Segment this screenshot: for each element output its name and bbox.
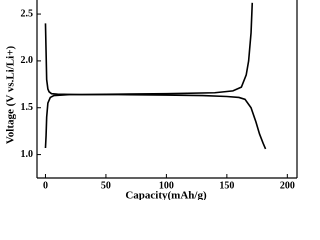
chart: Capacity(mAh/g) Voltage (V vs.Li/Li+) 0 5… [5, 0, 298, 200]
y-tick-label: 2.0 [21, 55, 34, 66]
x-tick-label: 0 [43, 180, 48, 191]
curve [44, 2, 254, 149]
y-tick-label: 2.5 [21, 8, 34, 19]
x-tick-label: 200 [280, 180, 295, 191]
x-tick-label: 100 [159, 180, 174, 191]
y-tick-label: 1.0 [21, 149, 34, 160]
y-tick-label: 1.5 [21, 102, 34, 113]
x-tick-label: 50 [101, 180, 111, 191]
x-tick-label: 150 [219, 180, 234, 191]
curve [44, 23, 267, 150]
x-axis-title: Capacity(mAh/g) [125, 190, 207, 200]
y-axis-title: Voltage (V vs.Li/Li+) [5, 46, 17, 145]
